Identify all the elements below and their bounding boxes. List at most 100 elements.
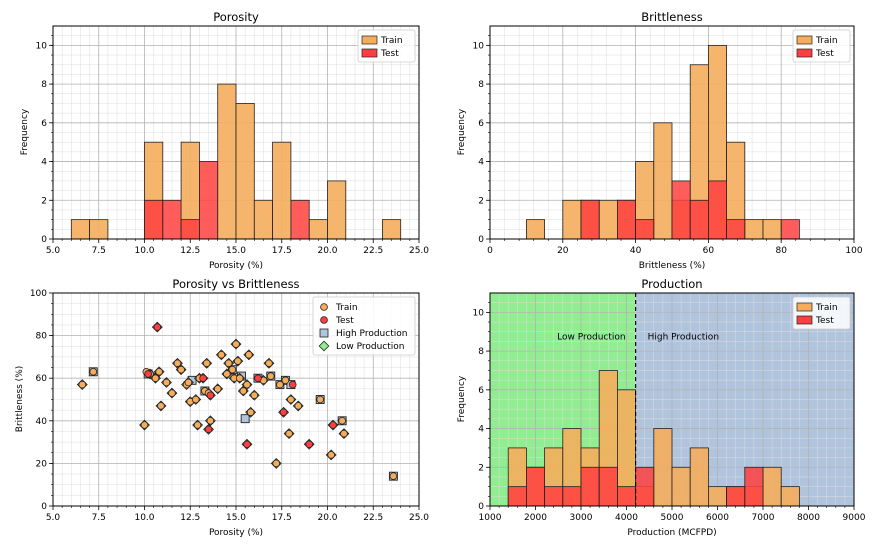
- x-axis-label: Porosity (%): [209, 261, 263, 271]
- point-test: [329, 421, 337, 429]
- x-tick-label: 5000: [661, 513, 684, 523]
- x-tick-label: 20.0: [317, 246, 337, 256]
- x-tick-label: 7000: [752, 513, 775, 523]
- brittleness-histogram: Brittleness Brittleness (%) Frequency 0 2…: [457, 10, 863, 271]
- x-tick-label: 100: [845, 246, 862, 256]
- bar-train: [217, 83, 237, 240]
- bar-test: [180, 219, 200, 240]
- y-axis-label: Brittleness (%): [15, 366, 25, 433]
- x-tick-label: 0: [487, 246, 493, 256]
- bar-test: [635, 466, 655, 507]
- y-tick-label: 8: [478, 80, 484, 90]
- bar-test: [562, 486, 582, 507]
- point-train: [206, 416, 215, 425]
- x-tick-label: 1000: [479, 513, 502, 523]
- point-test: [153, 323, 162, 331]
- bar-train: [780, 486, 800, 507]
- point-train: [162, 378, 171, 387]
- y-tick-label: 2: [478, 196, 484, 206]
- region-label-low-production: Low Production: [557, 332, 625, 342]
- plot-area: Low Production High Production: [489, 292, 855, 507]
- y-tick-label: 0: [478, 502, 484, 512]
- y-tick-label: 2: [41, 196, 47, 206]
- legend-label-test: Test: [380, 49, 399, 59]
- bar-test: [198, 161, 219, 240]
- point-test: [206, 391, 215, 400]
- point-train: [243, 380, 251, 389]
- x-tick-label: 60: [703, 246, 715, 256]
- y-tick-label: 40: [36, 417, 48, 427]
- point-train: [285, 429, 293, 438]
- bar-test: [507, 486, 527, 507]
- x-tick-label: 20: [557, 246, 569, 256]
- x-tick-label: 25.0: [409, 246, 429, 256]
- series-train: [70, 83, 402, 240]
- bar-test: [144, 199, 164, 240]
- point-train: [294, 402, 303, 410]
- point-train: [217, 350, 226, 359]
- point-train: [177, 365, 185, 374]
- x-tick-label: 10.0: [134, 513, 154, 523]
- bar-test: [617, 486, 637, 507]
- point-train: [246, 408, 255, 417]
- x-tick-label: 17.5: [272, 513, 292, 523]
- porosity-histogram: Porosity Porosity (%) Frequency 5.0 7.5 10…: [20, 10, 429, 271]
- point-train: [78, 380, 87, 389]
- point-train: [266, 372, 275, 380]
- bar-train: [327, 180, 347, 240]
- bar-test: [526, 466, 546, 507]
- point-test: [279, 408, 288, 417]
- bar-train: [744, 219, 764, 240]
- legend-swatch-test: [796, 48, 813, 58]
- point-train: [272, 459, 281, 468]
- production-histogram: Production Production (MCFPD) Frequency …: [457, 277, 866, 538]
- legend-label-test: Test: [335, 316, 354, 326]
- bar-test: [708, 180, 728, 240]
- point-train: [245, 350, 253, 359]
- legend-label-low-production: Low Production: [336, 342, 404, 352]
- y-tick-label: 20: [36, 459, 48, 469]
- point-train: [389, 472, 398, 480]
- legend-label-train: Train: [335, 303, 358, 313]
- legend-marker-train: [320, 303, 328, 311]
- y-tick-label: 10: [473, 41, 485, 51]
- bar-train: [562, 199, 582, 240]
- bar-train: [381, 219, 402, 240]
- bar-test: [617, 199, 637, 240]
- bar-train: [653, 428, 673, 507]
- region-label-high-production: High Production: [648, 332, 719, 342]
- legend: Train Test High Production Low Production: [312, 296, 416, 356]
- bar-train: [253, 199, 274, 240]
- y-tick-label: 6: [478, 119, 484, 129]
- bar-test: [635, 219, 655, 240]
- point-train: [224, 359, 233, 368]
- legend-label-train: Train: [380, 36, 403, 46]
- y-tick-label: 80: [36, 332, 48, 342]
- legend-marker-test: [320, 316, 328, 324]
- x-tick-label: 15.0: [226, 246, 246, 256]
- point-train: [223, 370, 231, 378]
- x-tick-label: 5.0: [46, 246, 61, 256]
- point-test: [199, 374, 207, 383]
- point-train: [155, 368, 163, 376]
- bar-train: [762, 219, 782, 240]
- point-train: [173, 359, 182, 368]
- legend-swatch-train: [361, 35, 378, 45]
- series-test: [580, 180, 800, 240]
- y-tick-label: 8: [41, 80, 47, 90]
- point-test: [288, 380, 297, 389]
- x-tick-label: 3000: [570, 513, 593, 523]
- x-tick-label: 12.5: [180, 513, 200, 523]
- x-tick-label: 6000: [706, 513, 729, 523]
- point-test: [243, 440, 251, 449]
- x-tick-label: 9000: [843, 513, 866, 523]
- y-axis-label: Frequency: [457, 108, 467, 155]
- bar-test: [290, 199, 310, 240]
- point-train: [239, 387, 248, 395]
- point-test: [254, 374, 262, 383]
- y-axis-label: Frequency: [457, 375, 467, 422]
- bar-test: [744, 466, 764, 507]
- point-test: [305, 440, 314, 449]
- point-train: [265, 359, 273, 368]
- x-tick-label: 7.5: [92, 513, 106, 523]
